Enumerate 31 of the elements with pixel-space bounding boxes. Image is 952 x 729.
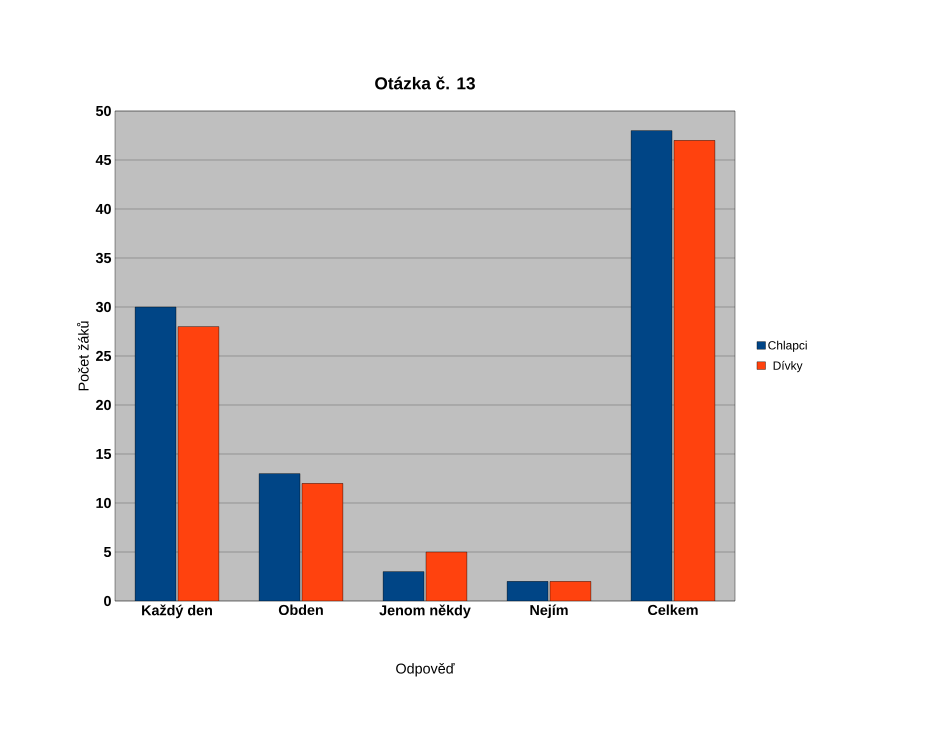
bar xyxy=(134,306,176,601)
x-tick-label: Každý den xyxy=(142,604,212,618)
y-tick-label: 10 xyxy=(96,498,111,508)
y-tick-label: 40 xyxy=(96,204,111,214)
y-tick-label: 20 xyxy=(96,400,111,410)
bar xyxy=(630,130,672,601)
y-tick-label: 45 xyxy=(96,154,112,165)
y-tick-label: 35 xyxy=(96,252,112,264)
bar xyxy=(550,581,592,601)
bar xyxy=(506,581,548,601)
y-tick-label: 0 xyxy=(104,596,111,606)
chart-title: Otázka č. 13 xyxy=(375,76,475,90)
bar xyxy=(302,483,343,601)
y-tick-label: 5 xyxy=(104,546,112,558)
x-axis-title: Odpověď xyxy=(396,663,455,676)
y-tick-label: 30 xyxy=(96,302,111,312)
y-axis-title: Počet žáků xyxy=(76,321,89,390)
x-tick-label: Celkem xyxy=(648,604,698,616)
bar xyxy=(259,474,300,601)
bar xyxy=(426,552,468,601)
y-tick-label: 50 xyxy=(96,106,111,116)
legend-label: Chlapci xyxy=(768,340,807,352)
x-tick-label: Nejím xyxy=(530,604,568,618)
bar xyxy=(178,326,220,601)
x-tick-label: Obden xyxy=(278,604,323,616)
y-tick-label: 15 xyxy=(96,448,112,460)
y-tick-label: 25 xyxy=(96,350,112,362)
bar xyxy=(674,140,716,601)
x-tick-label: Jenom někdy xyxy=(379,604,471,618)
bar xyxy=(382,571,424,601)
legend-label: Dívky xyxy=(774,360,803,372)
